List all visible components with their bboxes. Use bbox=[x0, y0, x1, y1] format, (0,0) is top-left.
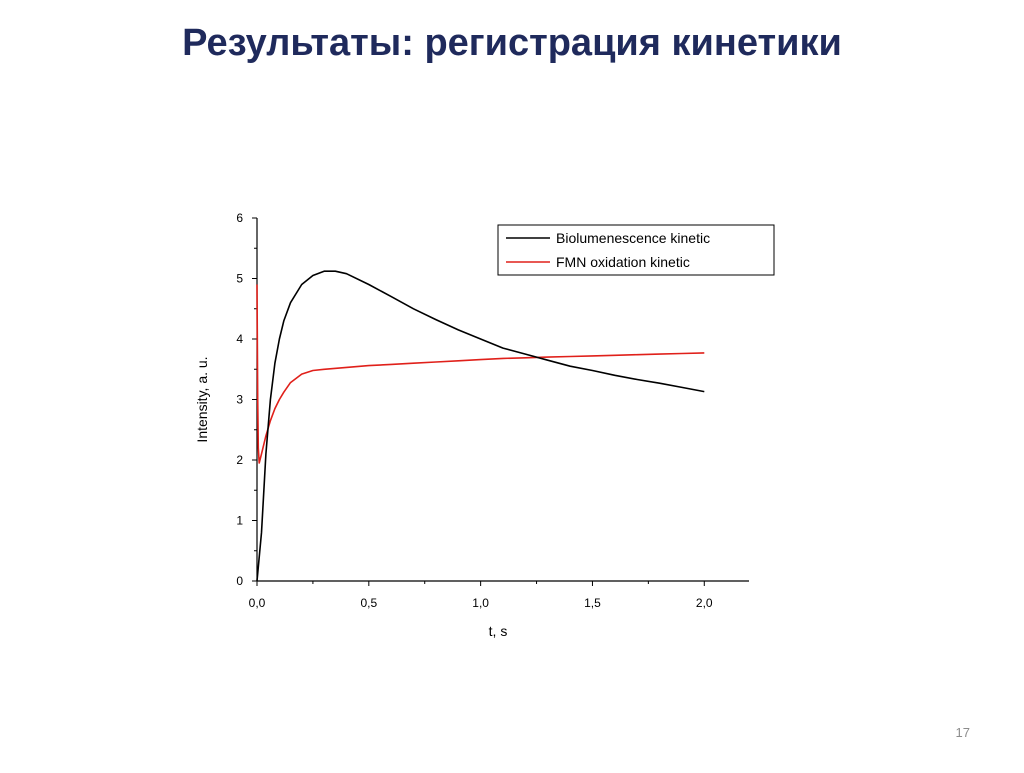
y-tick-label: 6 bbox=[236, 211, 243, 225]
legend-label: Biolumenescence kinetic bbox=[556, 230, 710, 246]
x-axis-label: t, s bbox=[489, 623, 508, 639]
x-tick-label: 0,5 bbox=[360, 596, 377, 610]
y-axis-label: Intensity, a. u. bbox=[194, 356, 210, 442]
y-tick-label: 0 bbox=[236, 574, 243, 588]
y-tick-label: 2 bbox=[236, 453, 243, 467]
y-tick-label: 1 bbox=[236, 514, 243, 528]
page-number: 17 bbox=[955, 725, 970, 740]
x-tick-label: 2,0 bbox=[696, 596, 713, 610]
y-tick-label: 3 bbox=[236, 393, 243, 407]
series-line-1 bbox=[256, 284, 705, 464]
legend-box bbox=[497, 224, 775, 276]
x-tick-label: 0,0 bbox=[249, 596, 266, 610]
x-tick-label: 1,5 bbox=[584, 596, 601, 610]
y-tick-label: 5 bbox=[236, 272, 243, 286]
legend-label: FMN oxidation kinetic bbox=[556, 254, 690, 270]
series-line-0 bbox=[256, 270, 705, 582]
slide-title: Результаты: регистрация кинетики bbox=[182, 22, 842, 64]
x-tick-label: 1,0 bbox=[472, 596, 489, 610]
y-tick-label: 4 bbox=[236, 332, 243, 346]
